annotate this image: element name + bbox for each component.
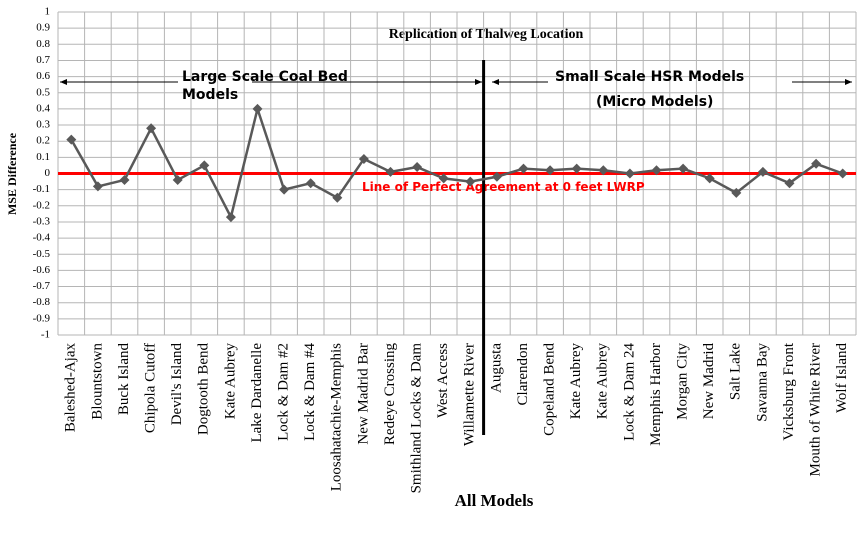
x-tick-label: Savanna Bay	[754, 343, 770, 422]
data-point	[518, 163, 529, 174]
data-point	[491, 171, 502, 182]
x-tick-label: Augusta	[488, 343, 504, 393]
x-tick-label: Loosahatachie-Memphis	[329, 343, 345, 491]
data-point	[412, 162, 423, 173]
data-point	[757, 166, 768, 177]
data-point	[385, 166, 396, 177]
y-tick-label: 0.5	[36, 86, 50, 98]
data-point	[651, 165, 662, 176]
data-point	[199, 160, 210, 171]
data-point	[811, 158, 822, 169]
x-tick-label: Clarendon	[515, 343, 531, 406]
annotation: Large Scale Coal Bed	[182, 69, 348, 85]
data-point	[837, 168, 848, 179]
data-point	[172, 174, 183, 185]
y-axis-label: MSE Difference	[5, 132, 19, 215]
data-point	[358, 153, 369, 164]
x-tick-label: Mouth of White River	[808, 343, 824, 476]
data-point	[678, 163, 689, 174]
data-point	[545, 165, 556, 176]
x-tick-label: Lock & Dam #2	[276, 343, 292, 441]
data-point	[598, 165, 609, 176]
y-tick-label: 0.1	[36, 151, 50, 163]
y-tick-label: 0.7	[36, 54, 50, 66]
x-tick-label: Devil's Island	[169, 343, 185, 426]
y-tick-label: -1	[41, 329, 50, 341]
y-tick-label: -0.5	[33, 248, 51, 260]
y-tick-label: -0.9	[33, 312, 51, 324]
data-point	[92, 181, 103, 192]
y-tick-label: -0.6	[33, 264, 51, 276]
x-tick-label: Willamette River	[462, 343, 478, 446]
x-tick-label: Dogtooth Bend	[196, 343, 212, 436]
x-tick-label: Smithland Locks & Dam	[409, 343, 425, 494]
x-tick-label: Blountstown	[89, 343, 105, 420]
x-tick-label: New Madrid	[701, 343, 717, 420]
data-line	[70, 104, 844, 221]
x-tick-label: Vicksburg Front	[781, 342, 797, 440]
y-tick-label: 0.3	[36, 119, 50, 131]
data-point	[704, 173, 715, 184]
y-tick-label: 0.9	[36, 22, 50, 34]
y-tick-label: -0.3	[33, 215, 51, 227]
arrow-head	[60, 79, 67, 85]
y-tick-label: -0.8	[33, 296, 51, 308]
x-tick-label: Chipola Cutoff	[143, 343, 159, 433]
y-tick-label: 0.2	[36, 135, 50, 147]
data-point	[119, 174, 130, 185]
x-tick-label: Lock & Dam #4	[302, 343, 318, 441]
y-tick-label: 1	[45, 6, 51, 18]
y-tick-label: -0.2	[33, 199, 50, 211]
annotation: (Micro Models)	[596, 94, 713, 110]
data-point	[571, 163, 582, 174]
data-point	[624, 168, 635, 179]
x-tick-label: Memphis Harbor	[648, 343, 664, 446]
x-axis-label: All Models	[455, 491, 534, 510]
y-tick-label: 0.4	[36, 102, 50, 114]
x-tick-label: Lake Dardanelle	[249, 343, 265, 443]
x-tick-label: Lock & Dam 24	[621, 343, 637, 441]
arrow-head	[845, 79, 852, 85]
x-tick-label: Kate Aubrey	[222, 343, 238, 420]
data-point	[332, 192, 343, 203]
data-point	[438, 173, 449, 184]
reference-line-label: Line of Perfect Agreement at 0 feet LWRP	[362, 180, 645, 194]
data-point	[731, 187, 742, 198]
y-tick-label: 0.8	[36, 38, 50, 50]
x-tick-label: Redeye Crossing	[382, 343, 398, 446]
x-tick-label: Buck Island	[116, 343, 132, 416]
x-tick-label: Kate Aubrey	[595, 343, 611, 420]
data-point	[784, 178, 795, 189]
arrow-head	[492, 79, 499, 85]
y-tick-label: 0.6	[36, 70, 50, 82]
data-point	[465, 176, 476, 187]
y-tick-label: 0	[45, 167, 51, 179]
arrow-head	[475, 79, 482, 85]
data-point	[225, 212, 236, 223]
x-tick-label: New Madrid Bar	[355, 343, 371, 445]
chart-title: Replication of Thalweg Location	[389, 27, 584, 42]
x-tick-label: Copeland Bend	[542, 343, 558, 436]
x-tick-label: Kate Aubrey	[568, 343, 584, 420]
data-point	[305, 178, 316, 189]
x-tick-label: Salt Lake	[728, 343, 744, 400]
data-point	[279, 184, 290, 195]
annotation: Models	[182, 87, 238, 103]
data-point	[146, 123, 157, 134]
x-tick-label: West Access	[435, 343, 451, 418]
data-point	[66, 134, 77, 145]
x-tick-label: Morgan City	[675, 343, 691, 420]
y-tick-label: -0.1	[33, 183, 50, 195]
x-tick-label: Wolf Island	[834, 343, 850, 414]
x-tick-label: Baleshed-Ajax	[63, 343, 79, 433]
annotation: Small Scale HSR Models	[555, 69, 744, 85]
y-tick-label: -0.4	[33, 232, 51, 244]
data-point	[252, 103, 263, 114]
y-tick-label: -0.7	[33, 280, 51, 292]
